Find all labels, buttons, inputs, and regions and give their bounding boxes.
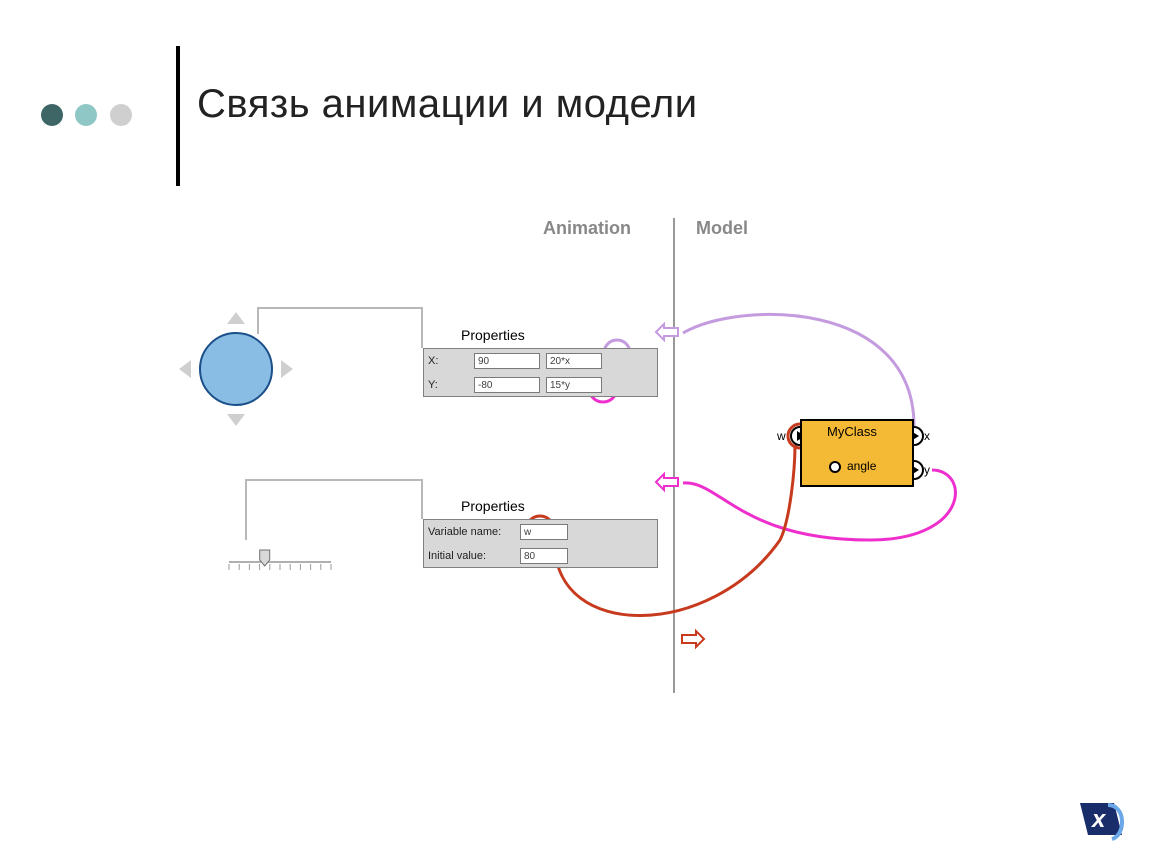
prop-x-expr[interactable] xyxy=(546,353,602,369)
angle-state-icon xyxy=(829,461,841,473)
prop-label-varname: Variable name: xyxy=(428,526,520,538)
slider-icon xyxy=(225,548,335,576)
prop-row-varname: Variable name: xyxy=(424,520,657,544)
prop-initial-value[interactable] xyxy=(520,548,568,564)
xj-logo: x xyxy=(1074,799,1128,848)
connector-layer xyxy=(0,0,1150,864)
prop-y-value[interactable] xyxy=(474,377,540,393)
prop-label-x: X: xyxy=(428,355,474,367)
prop-label-initial: Initial value: xyxy=(428,550,520,562)
prop-x-value[interactable] xyxy=(474,353,540,369)
heading-animation: Animation xyxy=(543,218,631,239)
prop-label-y: Y: xyxy=(428,379,474,391)
xj-logo-icon: x xyxy=(1074,799,1128,843)
port-y-label: y xyxy=(924,463,930,477)
animation-model-divider xyxy=(673,218,675,693)
properties-panel-2: Variable name: Initial value: xyxy=(423,519,658,568)
prop-varname[interactable] xyxy=(520,524,568,540)
svg-text:x: x xyxy=(1090,806,1107,833)
heading-model: Model xyxy=(696,218,748,239)
properties-panel-2-title: Properties xyxy=(461,498,525,514)
myclass-title: MyClass xyxy=(827,424,877,439)
prop-y-expr[interactable] xyxy=(546,377,602,393)
angle-label: angle xyxy=(847,459,876,473)
properties-panel-1: X: Y: xyxy=(423,348,658,397)
prop-row-x: X: xyxy=(424,349,657,373)
prop-row-y: Y: xyxy=(424,373,657,397)
prop-row-initial: Initial value: xyxy=(424,544,657,568)
port-w-label: w xyxy=(777,429,786,443)
port-x-label: x xyxy=(924,429,930,443)
properties-panel-1-title: Properties xyxy=(461,327,525,343)
slider-widget[interactable] xyxy=(225,548,335,581)
diagram-canvas: Animation Model Properties X: Y: xyxy=(0,0,1150,864)
